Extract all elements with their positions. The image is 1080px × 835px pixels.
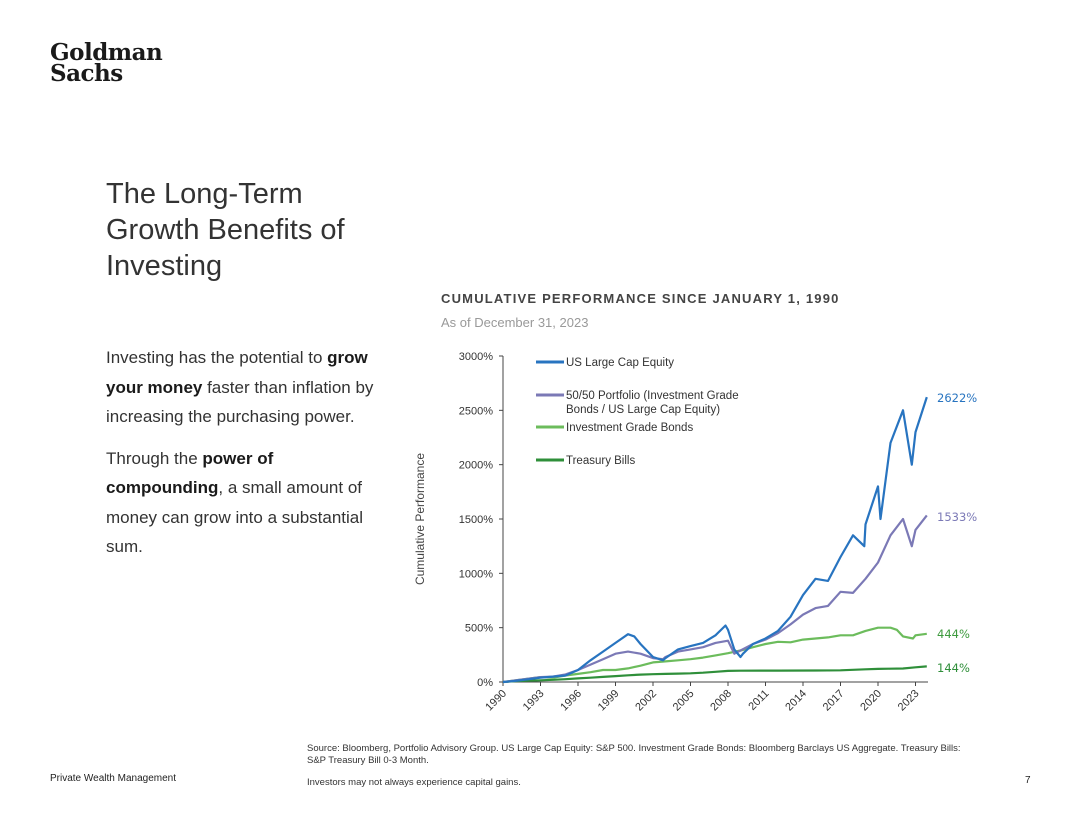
- p2-text-post: , a small amount of money can grow into …: [106, 478, 364, 556]
- x-tick-label: 1993: [521, 688, 547, 714]
- legend-label-line: Bonds / US Large Cap Equity): [566, 404, 720, 416]
- series-line-50-50-portfolio-investment-grade-bonds-us-large-cap-equity: [502, 514, 928, 684]
- legend-label-line: 50/50 Portfolio (Investment Grade: [566, 390, 739, 402]
- division-name: Private Wealth Management: [50, 773, 176, 784]
- goldman-sachs-logo: Goldman Sachs: [50, 39, 163, 87]
- logo-line-2: Sachs: [50, 60, 123, 87]
- page-title: The Long-Term Growth Benefits of Investi…: [106, 176, 406, 284]
- x-tick-label: 2014: [783, 688, 809, 714]
- x-tick-label: 2023: [896, 688, 922, 714]
- legend-label: US Large Cap Equity: [566, 357, 674, 369]
- p1-text-pre: Investing has the potential to: [106, 348, 328, 367]
- chart-series: [502, 396, 928, 684]
- cumulative-performance-chart: 0% 500% 1000% 1500% 2000% 2500% 3000% Cumulativ…: [413, 351, 977, 714]
- series-line-investment-grade-bonds: [502, 626, 927, 684]
- x-tick-label: 1996: [558, 688, 584, 714]
- paragraph-grow-money: Investing has the potential to grow your…: [106, 343, 381, 432]
- disclaimer: Investors may not always experience capi…: [307, 777, 521, 788]
- chart-end-labels: 2622% 1533% 444% 144%: [937, 391, 977, 675]
- end-value-label: 1533%: [937, 510, 977, 524]
- y-axis-title: Cumulative Performance: [413, 453, 427, 585]
- p2-emphasis: power of compounding: [106, 448, 274, 498]
- x-tick-label: 1999: [596, 688, 622, 714]
- chart-title: CUMULATIVE PERFORMANCE SINCE JANUARY 1, …: [441, 291, 840, 306]
- x-tick-label: 2008: [708, 688, 734, 714]
- series-line-treasury-bills: [502, 665, 927, 684]
- x-tick-label: 2017: [821, 688, 847, 714]
- p1-emphasis: grow your money: [106, 348, 368, 397]
- legend-label: Treasury Bills: [566, 455, 635, 467]
- p2-text-pre: Through the: [106, 448, 203, 468]
- x-tick-label: 2002: [633, 688, 659, 714]
- y-tick-label: 1500%: [459, 514, 493, 526]
- legend-label: 50/50 Portfolio (Investment Grade Bonds /…: [566, 390, 739, 416]
- legend-label: Investment Grade Bonds: [566, 422, 693, 434]
- p1-text-post: faster than inflation by increasing the …: [106, 377, 374, 427]
- y-tick-label: 1000%: [459, 568, 493, 580]
- end-value-label: 2622%: [937, 391, 977, 405]
- x-tick-label: 1990: [483, 688, 509, 714]
- y-tick-label: 0%: [477, 677, 493, 689]
- end-value-label: 144%: [937, 661, 970, 675]
- chart-legend: US Large Cap Equity 50/50 Portfolio (Inve…: [536, 357, 739, 467]
- paragraph-compounding: Through the power of compounding, a smal…: [106, 444, 381, 562]
- chart-subtitle: As of December 31, 2023: [441, 315, 589, 330]
- end-value-label: 444%: [937, 627, 970, 641]
- page-number: 7: [1025, 775, 1031, 786]
- y-tick-label: 2000%: [459, 460, 493, 472]
- x-tick-label: 2020: [858, 688, 884, 714]
- body-text: Investing has the potential to grow your…: [106, 343, 381, 574]
- source-note: Source: Bloomberg, Portfolio Advisory Gr…: [307, 743, 961, 766]
- series-line-us-large-cap-equity: [502, 396, 928, 684]
- y-tick-label: 2500%: [459, 405, 493, 417]
- title-line-1: The Long-Term: [106, 178, 303, 210]
- title-line-3: Investing: [106, 250, 223, 282]
- title-line-2: Growth Benefits of: [106, 214, 345, 246]
- logo-line-1: Goldman: [50, 39, 163, 66]
- y-tick-label: 500%: [465, 623, 493, 635]
- x-tick-label: 2011: [746, 688, 771, 713]
- y-tick-label: 3000%: [459, 351, 493, 363]
- x-tick-label: 2005: [671, 688, 697, 714]
